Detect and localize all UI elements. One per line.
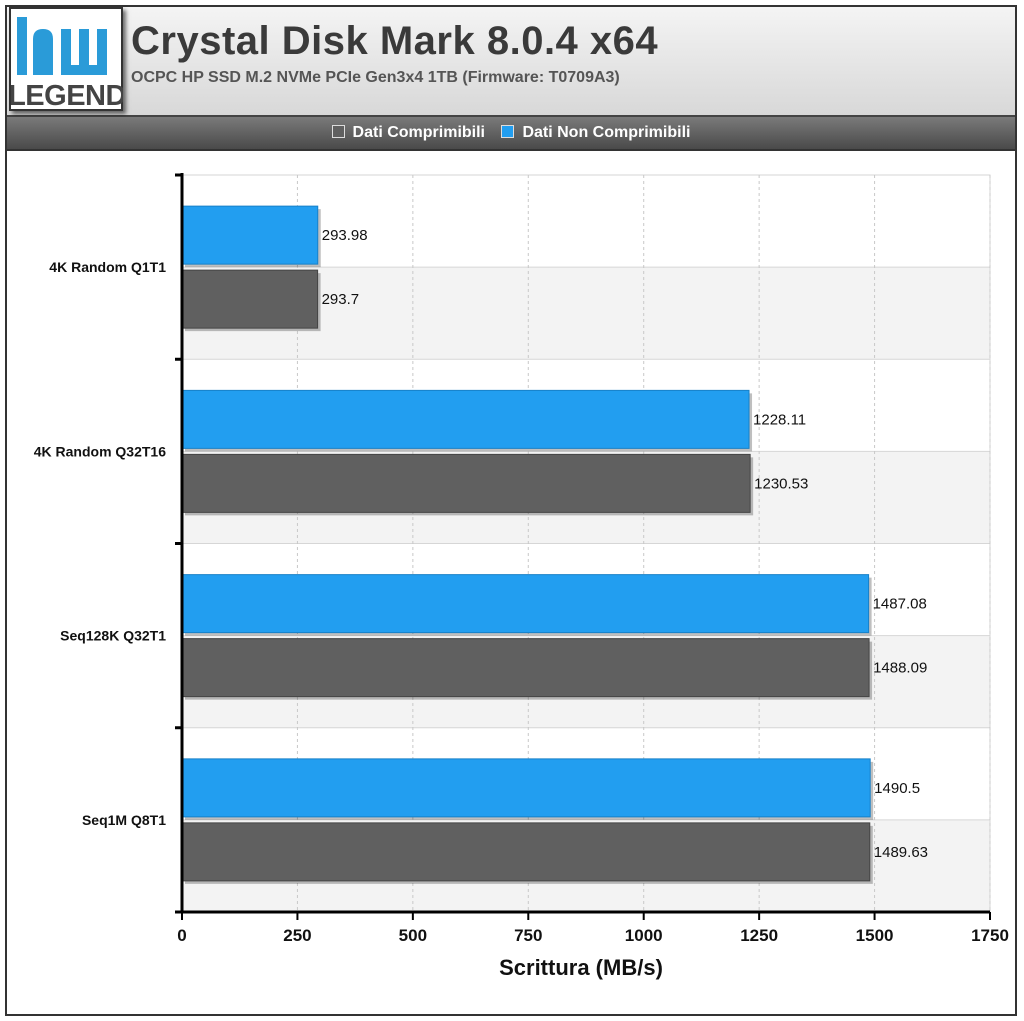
bar [181, 822, 871, 882]
x-tick-label: 750 [514, 926, 542, 945]
legend-swatch-incompressible [501, 125, 515, 138]
category-label: 4K Random Q32T16 [34, 443, 166, 459]
x-tick-label: 1500 [856, 926, 894, 945]
x-tick-label: 0 [177, 926, 186, 945]
bar [181, 389, 750, 449]
bar [181, 758, 871, 818]
data-label: 1230.53 [754, 475, 808, 492]
data-label: 1228.11 [753, 411, 806, 428]
x-tick-label: 500 [399, 926, 427, 945]
chart-title: Crystal Disk Mark 8.0.4 x64 [131, 19, 659, 63]
data-label: 1489.63 [874, 844, 928, 861]
bar [181, 638, 870, 698]
bar [181, 205, 319, 265]
legend-label-compressible: Dati Comprimibili [352, 124, 485, 141]
header: LEGEND Crystal Disk Mark 8.0.4 x64 OCPC … [7, 7, 1015, 117]
category-label: Seq1M Q8T1 [82, 812, 166, 828]
x-tick-label: 1750 [971, 926, 1009, 945]
bar [181, 453, 751, 513]
data-label: 293.98 [322, 227, 368, 244]
legend-item-compressible: Dati Comprimibili [331, 124, 485, 142]
legend-swatch-compressible [331, 125, 345, 138]
x-axis-label: Scrittura (MB/s) [499, 955, 663, 980]
bar [181, 269, 319, 329]
x-tick-label: 1000 [625, 926, 663, 945]
data-label: 293.7 [322, 291, 360, 308]
data-label: 1487.08 [873, 596, 927, 613]
legend-item-incompressible: Dati Non Comprimibili [501, 124, 690, 142]
logo-text: LEGEND [11, 80, 123, 111]
data-label: 1490.5 [874, 780, 920, 797]
category-label: 4K Random Q1T1 [49, 259, 166, 275]
bar [181, 574, 870, 634]
data-label: 1488.09 [873, 660, 927, 677]
chart-subtitle: OCPC HP SSD M.2 NVMe PCIe Gen3x4 1TB (Fi… [131, 69, 620, 86]
legend-label-incompressible: Dati Non Comprimibili [522, 124, 691, 141]
category-label: Seq128K Q32T1 [60, 628, 166, 644]
legend-bar: Dati Comprimibili Dati Non Comprimibili [7, 117, 1015, 151]
x-tick-label: 250 [283, 926, 311, 945]
legend: Dati Comprimibili Dati Non Comprimibili [7, 124, 1015, 142]
hwlegend-logo: LEGEND [9, 7, 123, 111]
x-tick-label: 1250 [740, 926, 778, 945]
